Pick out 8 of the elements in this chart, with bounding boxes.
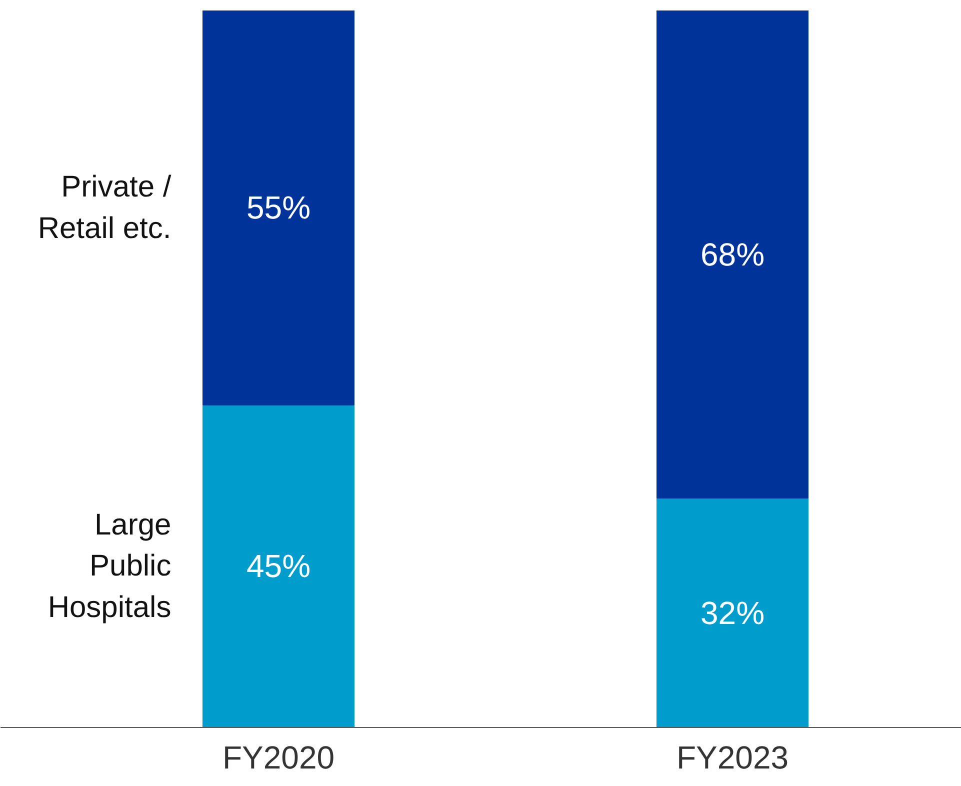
data-label: 32% (700, 594, 765, 631)
x-tick-label: FY2020 (222, 740, 335, 776)
series-label: Private / Retail etc. (38, 170, 172, 245)
x-tick-label: FY2023 (676, 740, 789, 776)
data-label: 68% (700, 236, 765, 272)
series-label: Large Public Hospitals (48, 508, 172, 624)
data-label: 45% (246, 548, 311, 584)
data-label: 55% (246, 190, 311, 226)
